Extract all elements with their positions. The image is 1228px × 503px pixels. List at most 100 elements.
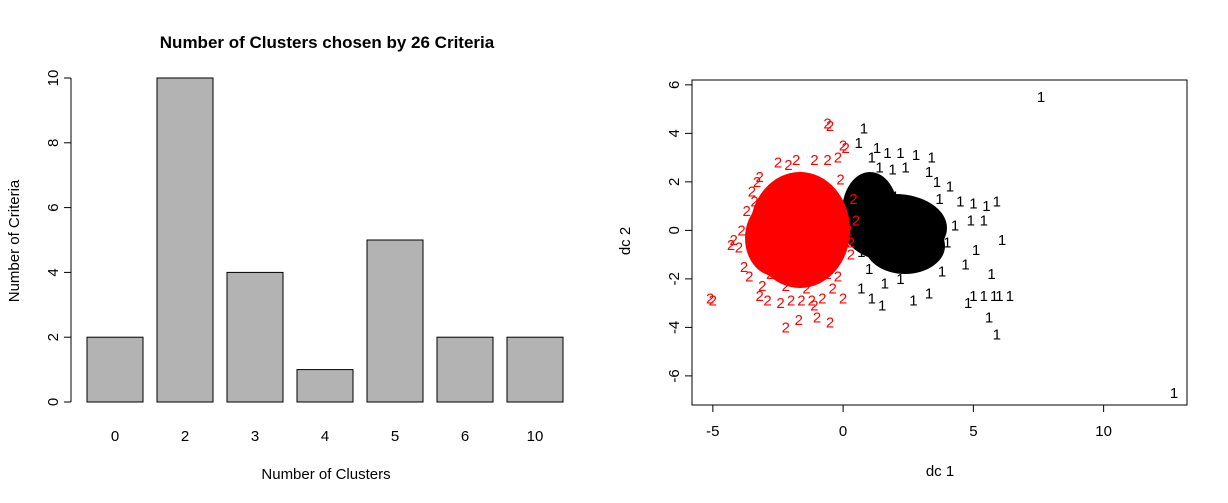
scatter-point-cluster-1: 1 xyxy=(935,191,943,208)
bar-x-axis-label: Number of Clusters xyxy=(261,466,390,483)
bar-5 xyxy=(366,239,424,403)
scatter-point-cluster-2: 2 xyxy=(826,315,834,332)
scatter-x-tick-label: 0 xyxy=(839,423,847,440)
scatter-point-cluster-1: 1 xyxy=(909,293,917,310)
bar-y-tick-label: 10 xyxy=(45,70,62,87)
scatter-point-cluster-2: 2 xyxy=(813,310,821,327)
scatter-point-cluster-2: 2 xyxy=(826,118,834,135)
scatter-point-cluster-2: 2 xyxy=(834,150,842,167)
scatter-point-cluster-2: 2 xyxy=(810,152,818,169)
scatter-point-cluster-2: 2 xyxy=(761,208,769,225)
scatter-point-cluster-2: 2 xyxy=(808,293,816,310)
scatter-point-cluster-1: 1 xyxy=(925,164,933,181)
bar-y-axis: 0 2 4 6 8 10 xyxy=(45,70,72,406)
bar-y-tick-label: 6 xyxy=(45,203,62,211)
scatter-y-axis-label: dc 2 xyxy=(617,227,634,255)
scatter-point-cluster-1: 1 xyxy=(969,196,977,213)
scatter-point-cluster-2: 2 xyxy=(797,293,805,310)
bar-10 xyxy=(506,336,564,403)
scatter-point-cluster-1: 1 xyxy=(982,198,990,215)
scatter-point-cluster-1: 1 xyxy=(920,249,928,266)
scatter-point-cluster-1: 1 xyxy=(993,327,1001,344)
scatter-point-cluster-2: 2 xyxy=(784,157,792,174)
bar-series xyxy=(86,77,564,403)
scatter-point-cluster-2: 2 xyxy=(852,213,860,230)
scatter-point-cluster-1: 1 xyxy=(1006,288,1014,305)
scatter-point-cluster-2: 2 xyxy=(758,244,766,261)
scatter-point-cluster-1: 1 xyxy=(972,242,980,259)
scatter-x-axis: -5 0 5 10 xyxy=(706,404,1112,440)
scatter-point-cluster-1: 1 xyxy=(961,256,969,273)
cluster-1-dense-region-lower xyxy=(865,218,945,274)
scatter-point-cluster-2: 2 xyxy=(758,278,766,295)
scatter-point-cluster-1: 1 xyxy=(855,210,863,227)
scatter-point-cluster-2: 2 xyxy=(839,138,847,155)
scatter-x-tick-label: 10 xyxy=(1095,423,1112,440)
scatter-point-cluster-2: 2 xyxy=(823,266,831,283)
scatter-point-cluster-2: 2 xyxy=(740,259,748,276)
scatter-point-cluster-2: 2 xyxy=(782,319,790,336)
scatter-point-cluster-2: 2 xyxy=(706,290,714,307)
bar-y-tick-label: 0 xyxy=(45,398,62,406)
scatter-point-cluster-2: 2 xyxy=(745,269,753,286)
scatter-point-cluster-1: 1 xyxy=(1170,385,1178,402)
scatter-point-cluster-2: 2 xyxy=(766,266,774,283)
scatter-point-cluster-2: 2 xyxy=(847,247,855,264)
scatter-point-cluster-1: 1 xyxy=(928,150,936,167)
scatter-point-cluster-2: 2 xyxy=(743,203,751,220)
scatter-point-cluster-1: 1 xyxy=(868,290,876,307)
bar-x-tick-label: 6 xyxy=(461,428,469,445)
scatter-point-cluster-1: 1 xyxy=(901,220,909,237)
scatter-point-cluster-2: 2 xyxy=(795,312,803,329)
scatter-point-cluster-2: 2 xyxy=(818,290,826,307)
bar-x-tick-label: 4 xyxy=(321,428,329,445)
scatter-point-cluster-1: 1 xyxy=(967,213,975,230)
scatter-point-cluster-2: 2 xyxy=(787,293,795,310)
scatter-point-cluster-1: 1 xyxy=(946,179,954,196)
cluster-2-dense-region-left xyxy=(745,200,805,276)
scatter-y-tick-label: -6 xyxy=(666,369,683,382)
scatter-point-cluster-1: 1 xyxy=(998,232,1006,249)
scatter-x-tick-label: -5 xyxy=(706,423,719,440)
scatter-y-axis: -6 -4 -2 0 2 4 6 xyxy=(666,81,693,383)
scatter-point-cluster-2: 2 xyxy=(727,237,735,254)
scatter-point-cluster-1: 1 xyxy=(956,193,964,210)
scatter-point-cluster-1: 1 xyxy=(899,237,907,254)
scatter-point-cluster-1: 1 xyxy=(993,193,1001,210)
scatter-point-cluster-2: 2 xyxy=(756,169,764,186)
scatter-point-cluster-1: 1 xyxy=(925,285,933,302)
bar-3 xyxy=(226,271,284,403)
bar-y-tick-label: 4 xyxy=(45,268,62,276)
scatter-point-cluster-1: 1 xyxy=(896,145,904,162)
scatter-point-cluster-1: 1 xyxy=(980,213,988,230)
scatter-point-cluster-1: 1 xyxy=(870,232,878,249)
scatter-point-cluster-2: 2 xyxy=(737,222,745,239)
scatter-point-cluster-2: 2 xyxy=(816,179,824,196)
scatter-point-cluster-1: 1 xyxy=(985,310,993,327)
scatter-point-cluster-2: 2 xyxy=(730,232,738,249)
scatter-point-cluster-2: 2 xyxy=(797,169,805,186)
bar-x-tick-label: 2 xyxy=(181,428,189,445)
scatter-point-cluster-1: 1 xyxy=(875,159,883,176)
scatter-point-cluster-1: 1 xyxy=(901,159,909,176)
scatter-point-cluster-1: 1 xyxy=(883,145,891,162)
scatter-y-tick-label: -4 xyxy=(666,321,683,334)
scatter-point-cluster-1: 1 xyxy=(878,298,886,315)
scatter-point-cluster-2: 2 xyxy=(847,235,855,252)
scatter-point-cluster-2: 2 xyxy=(709,293,717,310)
scatter-point-cluster-2: 2 xyxy=(829,281,837,298)
scatter-y-tick-label: -2 xyxy=(666,272,683,285)
scatter-point-cluster-1: 1 xyxy=(862,193,870,210)
bar-x-tick-label: 3 xyxy=(251,428,259,445)
scatter-point-cluster-2: 2 xyxy=(839,290,847,307)
bar-x-tick-labels: 0 2 3 4 5 6 10 xyxy=(111,428,544,445)
scatter-point-cluster-1: 1 xyxy=(930,210,938,227)
scatter-point-cluster-1: 1 xyxy=(964,295,972,312)
scatter-point-cluster-1: 1 xyxy=(868,150,876,167)
scatter-point-cluster-1: 1 xyxy=(873,140,881,157)
scatter-y-tick-label: 4 xyxy=(666,129,683,137)
scatter-point-cluster-1: 1 xyxy=(933,174,941,191)
scatter-point-cluster-1: 1 xyxy=(857,244,865,261)
